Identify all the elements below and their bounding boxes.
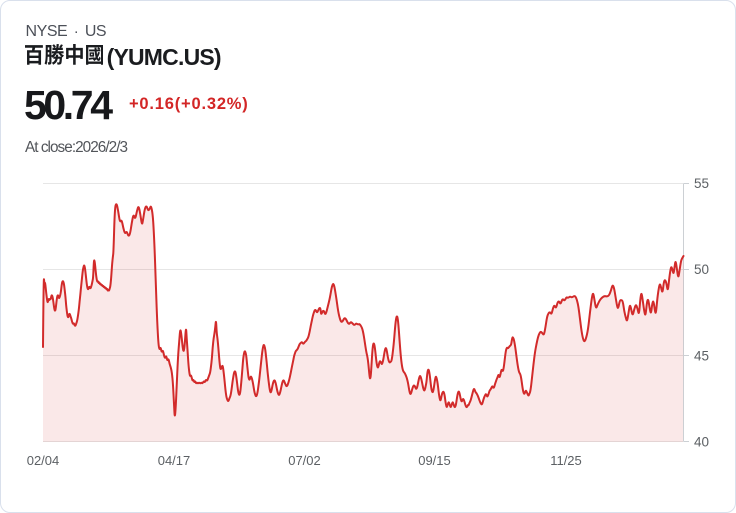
svg-text:55: 55 (694, 176, 709, 191)
svg-text:45: 45 (694, 348, 709, 363)
svg-text:09/15: 09/15 (418, 453, 451, 468)
svg-text:07/02: 07/02 (288, 453, 321, 468)
svg-text:40: 40 (694, 435, 709, 450)
svg-text:11/25: 11/25 (550, 453, 582, 468)
svg-text:02/04: 02/04 (27, 453, 60, 468)
svg-text:50: 50 (694, 262, 709, 277)
svg-text:04/17: 04/17 (158, 453, 191, 468)
